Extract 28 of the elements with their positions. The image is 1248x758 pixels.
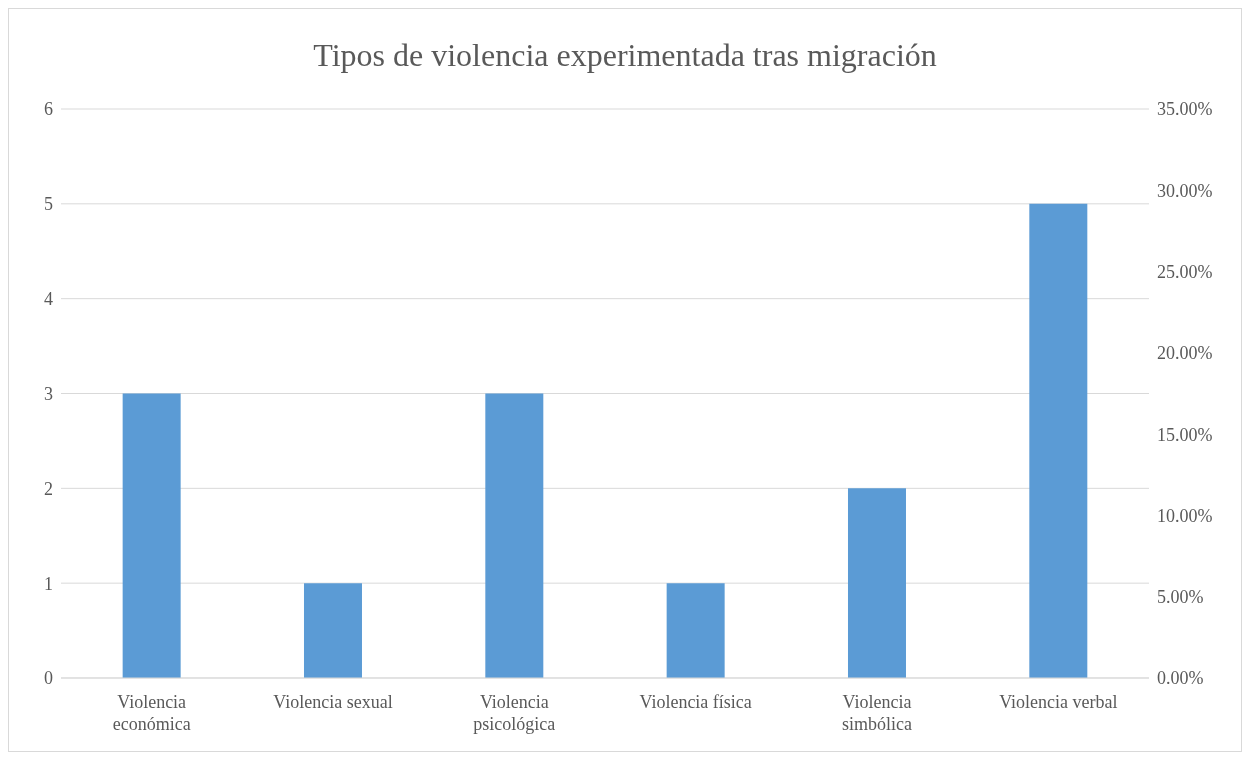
y-tick-label: 2 xyxy=(44,478,53,499)
x-tick-label: Violencia verbal xyxy=(999,692,1118,712)
bar xyxy=(1029,203,1088,678)
y-tick-label: 1 xyxy=(44,573,53,594)
y-tick-label: 5 xyxy=(44,194,53,215)
y2-tick-label: 15.00% xyxy=(1157,424,1213,445)
x-tick-label: Violencia psicológica xyxy=(473,692,556,734)
x-tick-label: Violencia simbólica xyxy=(842,692,912,734)
y-tick-label: 4 xyxy=(44,289,53,310)
y2-tick-label: 5.00% xyxy=(1157,587,1204,608)
x-tick-label: Violencia sexual xyxy=(273,692,393,712)
y-tick-label: 0 xyxy=(44,668,53,689)
bar xyxy=(303,583,362,678)
bar xyxy=(666,583,725,678)
x-tick-label: Violencia económica xyxy=(112,692,191,734)
y-tick-label: 3 xyxy=(44,383,53,404)
bar xyxy=(847,488,906,678)
y2-tick-label: 35.00% xyxy=(1157,99,1213,120)
y2-tick-label: 10.00% xyxy=(1157,505,1213,526)
y2-tick-label: 20.00% xyxy=(1157,343,1213,364)
bar xyxy=(122,393,181,678)
bar xyxy=(485,393,544,678)
y2-tick-label: 0.00% xyxy=(1157,668,1204,689)
y2-tick-label: 30.00% xyxy=(1157,180,1213,201)
chart-title: Tipos de violencia experimentada tras migración xyxy=(312,35,938,75)
y2-tick-label: 25.00% xyxy=(1157,261,1213,282)
y-tick-label: 6 xyxy=(44,99,53,120)
x-tick-label: Violencia física xyxy=(639,692,752,712)
